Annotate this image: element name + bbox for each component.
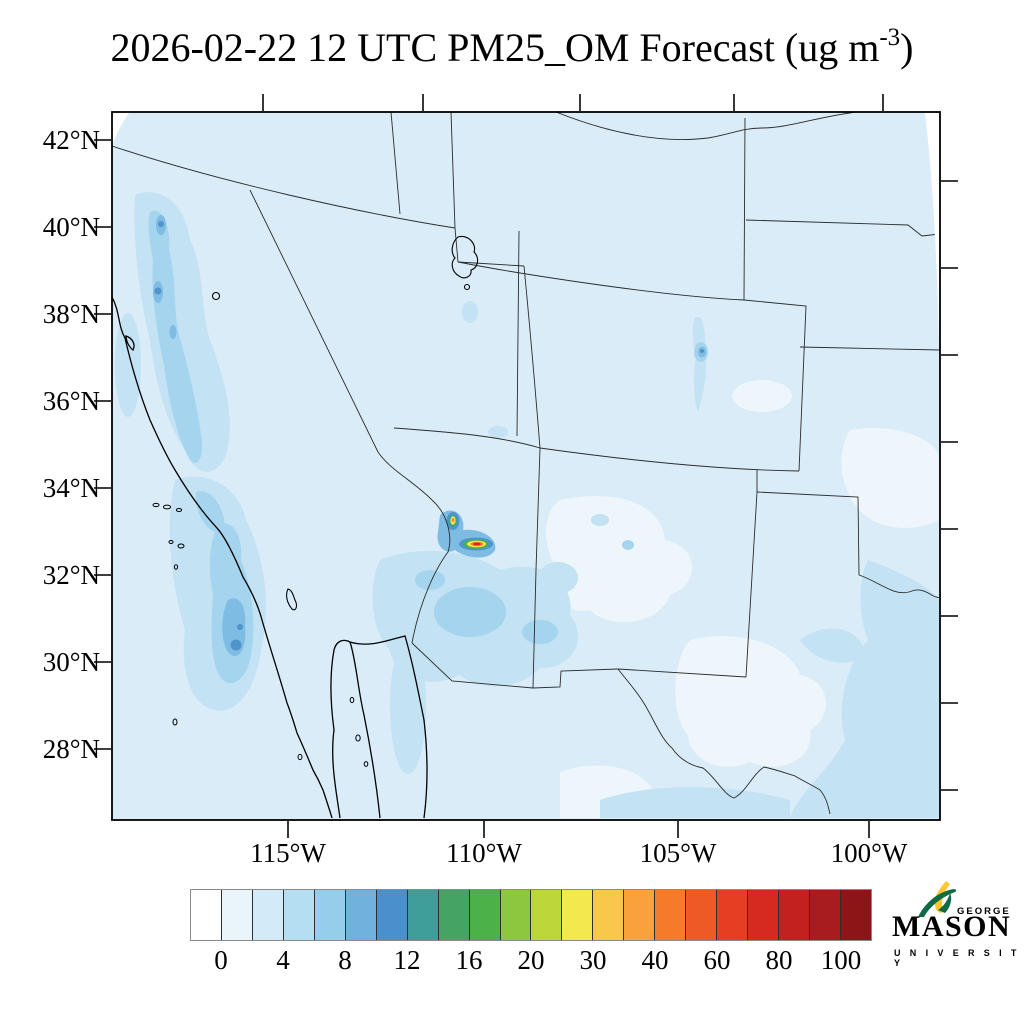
hotspot-arizona-plume-1 bbox=[448, 515, 458, 527]
lakes bbox=[211, 235, 479, 611]
logo-text-mason: MASON bbox=[892, 910, 1012, 943]
colorbar-cell bbox=[841, 890, 871, 940]
colorbar-tick-label: 60 bbox=[703, 945, 731, 975]
lon-label-105w: 105°W bbox=[640, 838, 717, 868]
title-suffix: ) bbox=[900, 25, 914, 70]
lon-label-110w: 110°W bbox=[446, 838, 522, 868]
colorbar-cell bbox=[531, 890, 563, 940]
map-canvas bbox=[112, 112, 940, 820]
colorbar-cell bbox=[283, 890, 315, 940]
lat-label-30n: 30°N bbox=[43, 647, 100, 677]
islands bbox=[152, 502, 369, 767]
colorbar-tick-label: 100 bbox=[820, 945, 862, 975]
lat-label-40n: 40°N bbox=[43, 212, 100, 242]
colorbar-cell bbox=[562, 890, 594, 940]
colorbar-tick-label: 80 bbox=[765, 945, 793, 975]
colorbar-cell bbox=[221, 890, 253, 940]
lat-label-34n: 34°N bbox=[43, 473, 100, 503]
colorbar-cell bbox=[376, 890, 408, 940]
projection-void bbox=[112, 113, 939, 345]
colorbar-tick-label: 12 bbox=[393, 945, 421, 975]
lon-tick-labels: 115°W 110°W 105°W 100°W bbox=[250, 838, 908, 868]
colorbar-cell bbox=[593, 890, 625, 940]
gmu-logo: GEORGE MASON U N I V E R S I T Y bbox=[888, 876, 1022, 978]
coastline bbox=[112, 296, 428, 819]
state-borders bbox=[112, 112, 940, 815]
hotspot-arizona-plume-2 bbox=[463, 539, 489, 549]
colorbar-cell bbox=[252, 890, 284, 940]
map-frame bbox=[111, 111, 941, 821]
colorbar-labels: 0 4 8 12 16 20 30 40 60 80 100 bbox=[190, 889, 872, 975]
lat-label-36n: 36°N bbox=[43, 386, 100, 416]
colorbar-cell bbox=[810, 890, 842, 940]
colorbar-cell bbox=[779, 890, 811, 940]
colorbar-tick-label: 4 bbox=[276, 945, 290, 975]
colorbar-cell bbox=[624, 890, 656, 940]
flame-green-swoosh bbox=[918, 889, 957, 917]
lat-label-28n: 28°N bbox=[43, 734, 100, 764]
logo-text-george: GEORGE bbox=[957, 906, 1011, 917]
colorbar-tick-label: 8 bbox=[338, 945, 352, 975]
colorbar-tick-label: 20 bbox=[517, 945, 545, 975]
colorbar-cell bbox=[407, 890, 439, 940]
lat-label-32n: 32°N bbox=[43, 560, 100, 590]
colorbar: 0 4 8 12 16 20 30 40 60 80 100 bbox=[190, 889, 872, 984]
lon-label-115w: 115°W bbox=[250, 838, 326, 868]
colorbar-cell bbox=[469, 890, 501, 940]
axis-ticks bbox=[94, 94, 958, 838]
colorbar-cell bbox=[655, 890, 687, 940]
lon-label-100w: 100°W bbox=[831, 838, 908, 868]
colorbar-cell bbox=[191, 890, 222, 940]
colorbar-tick-label: 40 bbox=[641, 945, 669, 975]
colorbar-cell bbox=[438, 890, 470, 940]
lat-label-38n: 38°N bbox=[43, 299, 100, 329]
colorbar-cell bbox=[686, 890, 718, 940]
lat-tick-labels: 42°N 40°N 38°N 36°N 34°N 32°N 30°N 28°N bbox=[43, 125, 100, 764]
colorbar-tick-label: 0 bbox=[214, 945, 228, 975]
colorbar-cells bbox=[190, 889, 872, 941]
colorbar-cell bbox=[717, 890, 749, 940]
colorbar-cell bbox=[500, 890, 532, 940]
colorbar-cell bbox=[748, 890, 780, 940]
colorbar-tick-label: 30 bbox=[579, 945, 607, 975]
gmu-flame-icon bbox=[918, 881, 957, 917]
lat-label-42n: 42°N bbox=[43, 125, 100, 155]
logo-text-university: U N I V E R S I T Y bbox=[894, 948, 1020, 968]
flame-green-tip bbox=[938, 893, 952, 913]
figure-title: 2026-02-22 12 UTC PM25_OM Forecast (ug m… bbox=[0, 24, 1024, 71]
colorbar-cell bbox=[314, 890, 346, 940]
colorbar-tick-label: 16 bbox=[455, 945, 483, 975]
colorbar-cell bbox=[345, 890, 377, 940]
figure-title-text: 2026-02-22 12 UTC PM25_OM Forecast (ug m bbox=[110, 25, 880, 70]
title-exponent: -3 bbox=[879, 24, 901, 51]
